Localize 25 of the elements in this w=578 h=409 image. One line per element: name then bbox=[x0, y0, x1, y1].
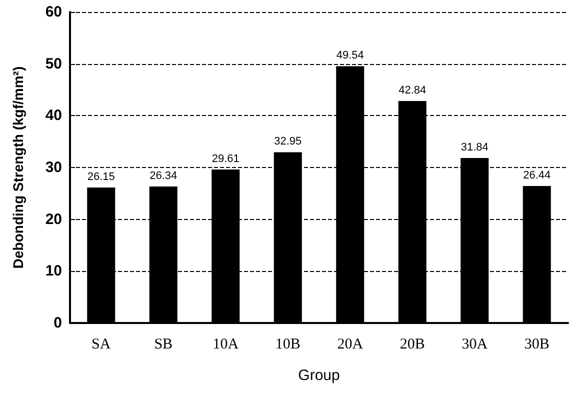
x-tick-label: SB bbox=[154, 336, 173, 352]
x-tick-label: 20A bbox=[337, 336, 364, 352]
y-tick-label: 30 bbox=[45, 159, 62, 176]
data-label: 42.84 bbox=[398, 84, 426, 96]
y-axis-title: Debonding Strength (kgf/mm²) bbox=[10, 66, 26, 269]
x-tick-label: SA bbox=[92, 336, 111, 352]
y-tick-label: 10 bbox=[45, 262, 62, 280]
y-tick-label: 60 bbox=[45, 4, 62, 20]
y-tick-label: 0 bbox=[54, 314, 62, 332]
data-label: 29.61 bbox=[212, 153, 240, 166]
y-tick-label: 50 bbox=[45, 55, 62, 72]
x-tick-label: 30A bbox=[462, 336, 488, 352]
x-tick-label: 10B bbox=[275, 336, 300, 352]
data-label: 26.15 bbox=[87, 170, 115, 183]
x-tick-label: 20B bbox=[400, 336, 425, 352]
data-label: 31.84 bbox=[460, 141, 488, 154]
data-label: 32.95 bbox=[274, 136, 302, 148]
y-tick-label: 40 bbox=[45, 107, 62, 124]
y-tick-label: 20 bbox=[45, 210, 62, 228]
x-tick-label: 30B bbox=[524, 336, 550, 352]
data-label: 26.44 bbox=[523, 169, 551, 182]
data-label: 49.54 bbox=[336, 50, 364, 62]
x-axis-title: Group bbox=[298, 367, 340, 384]
data-label: 26.34 bbox=[150, 170, 178, 182]
x-tick-label: 10A bbox=[212, 336, 239, 352]
